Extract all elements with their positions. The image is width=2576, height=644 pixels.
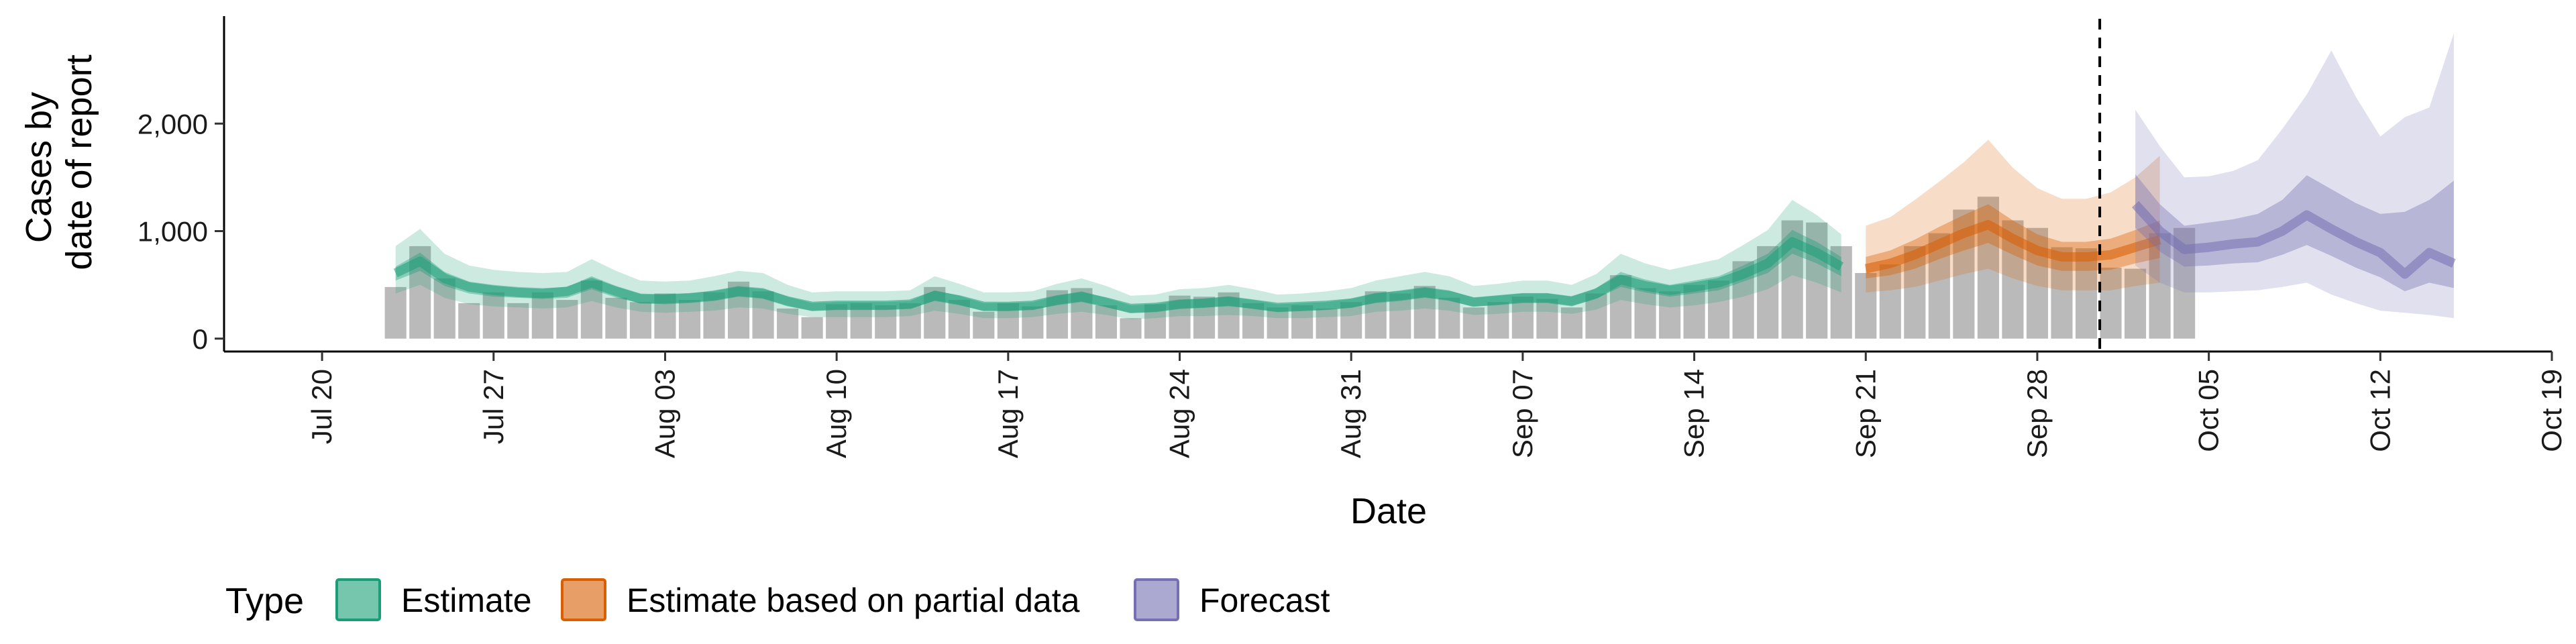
data-bar: [507, 303, 529, 339]
data-bar: [875, 305, 897, 339]
data-bar: [629, 302, 652, 339]
data-bar: [777, 308, 799, 339]
y-axis-title-line-2: date of report: [59, 54, 99, 270]
data-bar: [1806, 222, 1828, 339]
data-bar: [2100, 268, 2122, 339]
data-bar: [1708, 280, 1730, 339]
data-bar: [1634, 288, 1656, 339]
x-tick-label: Sep 14: [1678, 369, 1710, 458]
data-bar: [1536, 299, 1558, 339]
ribbon-layer: [393, 33, 2456, 319]
x-ticks: Jul 20 Jul 27 Aug 03 Aug 10 Aug 17 Aug 24 Aug …: [306, 352, 2567, 458]
data-bar: [482, 292, 504, 339]
x-axis-title: Date: [1350, 491, 1427, 531]
y-tick-label: 0: [193, 323, 208, 355]
data-bar: [1487, 302, 1509, 339]
data-bar: [973, 311, 995, 339]
data-bar: [580, 280, 602, 339]
bar-layer: [384, 197, 2196, 339]
data-bar: [1462, 307, 1485, 339]
legend-label-forecast: Forecast: [1199, 582, 1330, 619]
x-tick-label: Oct 05: [2193, 369, 2224, 452]
data-bar: [458, 303, 480, 339]
axes: [223, 16, 2552, 353]
data-bar: [2149, 233, 2171, 339]
x-tick-label: Aug 17: [992, 369, 1024, 458]
data-bar: [1879, 264, 1901, 339]
band-50-forecast: [2135, 174, 2454, 292]
legend: Type Estimate Estimate based on partial …: [225, 578, 1330, 621]
x-tick-label: Aug 31: [1335, 369, 1366, 458]
data-bar: [605, 297, 627, 339]
data-bar: [2051, 247, 2073, 339]
x-tick-label: Jul 27: [478, 369, 509, 444]
data-bar: [384, 286, 407, 339]
x-tick-label: Jul 20: [306, 369, 337, 444]
data-bar: [678, 300, 701, 339]
data-bar: [1511, 297, 1534, 339]
legend-key-partial: [561, 578, 606, 621]
data-bar: [1120, 318, 1142, 339]
x-tick-label: Aug 03: [649, 369, 681, 458]
data-bar: [1585, 293, 1607, 339]
y-tick-label: 1,000: [138, 216, 208, 248]
median-forecast: [2131, 201, 2456, 279]
median-estimate: [393, 237, 1844, 313]
data-bar: [1267, 307, 1289, 339]
median-partial: [1864, 219, 2161, 274]
data-bar: [801, 317, 823, 339]
y-ticks: 0 1,000 2,000: [138, 108, 224, 355]
y-tick-label: 2,000: [138, 108, 208, 140]
x-tick-label: Sep 21: [1849, 369, 1881, 458]
data-bar: [1683, 284, 1705, 339]
data-bar: [1438, 297, 1460, 339]
x-tick-label: Sep 28: [2021, 369, 2053, 458]
data-bar: [556, 300, 578, 339]
data-bar: [1095, 305, 1118, 339]
data-bar: [1389, 293, 1411, 339]
data-bar: [1022, 306, 1044, 339]
data-bar: [1560, 307, 1583, 339]
legend-title: Type: [225, 581, 304, 621]
x-tick-label: Aug 10: [820, 369, 852, 458]
x-tick-label: Oct 12: [2364, 369, 2396, 452]
legend-key-estimate: [335, 578, 381, 621]
y-axis-title-line-1: Cases by: [19, 92, 59, 243]
legend-label-estimate: Estimate: [401, 582, 532, 619]
legend-key-forecast: [1134, 578, 1179, 621]
x-tick-label: Aug 24: [1164, 369, 1195, 458]
data-bar: [1658, 291, 1681, 339]
x-tick-label: Oct 19: [2536, 369, 2567, 452]
data-bar: [2124, 268, 2147, 339]
data-bar: [1316, 308, 1338, 339]
data-bar: [1855, 273, 1877, 339]
data-bar: [531, 292, 553, 339]
data-bar: [433, 278, 455, 339]
legend-label-partial: Estimate based on partial data: [627, 582, 1080, 619]
data-bar: [2075, 248, 2098, 339]
y-axis-title: Cases by date of report: [19, 54, 99, 270]
x-tick-label: Sep 07: [1507, 369, 1538, 458]
